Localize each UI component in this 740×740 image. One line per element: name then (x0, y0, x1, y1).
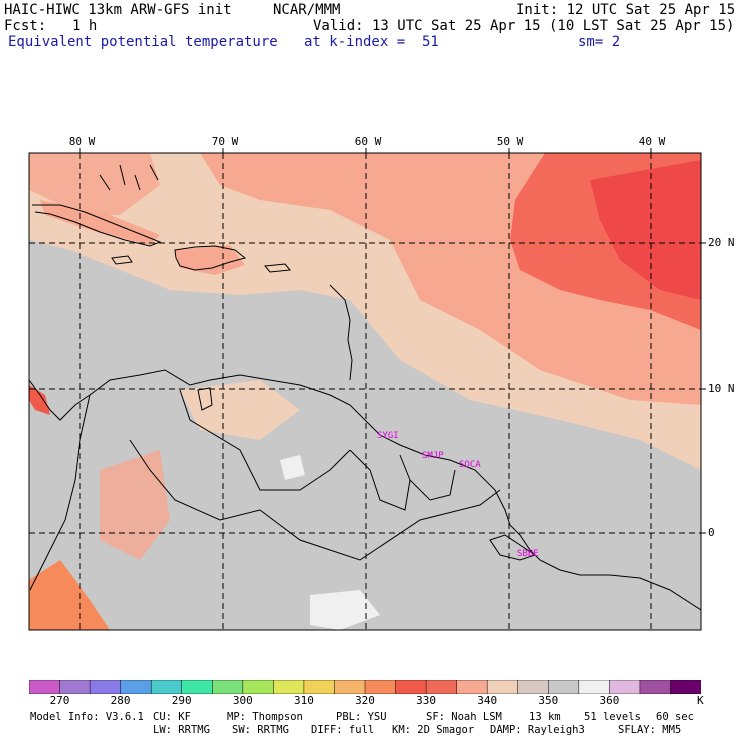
station-label-sygi: SYGI (377, 431, 399, 441)
colorbar-swatch (609, 680, 641, 694)
init-time: Init: 12 UTC Sat 25 Apr 15 (516, 2, 736, 18)
colorbar-swatch (486, 680, 519, 694)
model-info-sflay: SFLAY: MM5 (618, 724, 682, 736)
border-colombia (129, 439, 261, 521)
model-info-mp: MP: Thompson (227, 711, 303, 723)
colorbar-swatch (456, 680, 488, 694)
colorbar-swatch (364, 680, 397, 694)
colorbar-swatch (334, 680, 366, 694)
model-info-timestep: 60 sec (656, 711, 694, 723)
colorbar-swatch (273, 680, 305, 694)
organization-label: NCAR/MMM (273, 2, 341, 18)
colorbar-swatch (59, 680, 91, 694)
model-info-levels: 51 levels (584, 711, 641, 723)
colorbar (29, 680, 701, 694)
colorbar-tick-label: 310 (293, 694, 314, 707)
lake-maracaibo (197, 387, 213, 411)
lon-label-70w: 70 W (211, 135, 239, 148)
colorbar-swatch (517, 680, 550, 694)
field-patch-sw (29, 560, 110, 630)
coastline-west-sa (29, 394, 91, 591)
coastline-bahamas (99, 164, 159, 191)
colorbar-swatch (89, 680, 122, 694)
valid-time: Valid: 13 UTC Sat 25 Apr 15 (10 LST Sat … (313, 18, 735, 34)
colorbar-tick-label: 270 (49, 694, 70, 707)
model-info-version: Model Info: V3.6.1 (30, 711, 144, 723)
lon-label-60w: 60 W (354, 135, 382, 148)
colorbar-swatch (150, 680, 183, 694)
border-suriname (409, 469, 456, 501)
lat-label-20n: 20 N (708, 236, 735, 249)
colorbar-tick-label: 290 (171, 694, 192, 707)
lon-label-40w: 40 W (638, 135, 666, 148)
coastline-south-america (89, 369, 701, 611)
model-info-cu: CU: KF (153, 711, 191, 723)
colorbar-tick-label: 320 (355, 694, 375, 707)
field-patch-cuba (40, 200, 160, 245)
field-patch-hispaniola (175, 245, 245, 275)
model-info-diff: DIFF: full (311, 724, 375, 736)
coastline-marajo (489, 534, 537, 561)
field-patch-white-2 (280, 455, 305, 480)
colorbar-swatch (670, 680, 701, 694)
lon-label-50w: 50 W (496, 135, 524, 148)
coastline-central-america (29, 379, 91, 421)
model-info-pbl: PBL: YSU (336, 711, 387, 723)
station-label-soca: SOCA (459, 460, 481, 470)
colorbar-tick-label: 360 (599, 694, 620, 707)
model-info-km: KM: 2D Smagor (392, 724, 475, 736)
colorbar-swatch (303, 680, 336, 694)
coastline-puerto-rico (264, 263, 291, 273)
field-band-salmon-west (29, 153, 160, 215)
colorbar-swatch (639, 680, 672, 694)
forecast-label: Fcst: (4, 18, 47, 34)
station-label-sbbe: SBBE (517, 549, 539, 559)
field-patch-white-1 (310, 590, 380, 630)
field-band-dark-red (590, 160, 701, 300)
forecast-hour: 1 h (72, 18, 98, 34)
lat-label-10n: 10 N (708, 382, 735, 395)
border-brazil (259, 489, 501, 561)
model-info-sw: SW: RRTMG (232, 724, 289, 736)
field-patch-central-america (29, 385, 50, 415)
station-label-smjp: SMJP (422, 451, 444, 461)
model-title: HAIC-HIWC 13km ARW-GFS init (4, 2, 232, 18)
colorbar-swatch (181, 680, 214, 694)
colorbar-tick-label: 300 (232, 694, 253, 707)
map-frame (28, 152, 702, 631)
colorbar-swatch (425, 680, 458, 694)
colorbar-swatch (548, 680, 580, 694)
colorbar-tick-label: 340 (477, 694, 498, 707)
colorbar-swatch (578, 680, 611, 694)
border-guyana (349, 449, 411, 511)
field-name: Equivalent potential temperature (8, 34, 278, 50)
coastline-cuba (32, 204, 162, 247)
field-patch-venezuela (180, 380, 300, 440)
colorbar-tick-label: 280 (110, 694, 131, 707)
border-venezuela (179, 389, 351, 491)
lat-label-0: 0 (708, 526, 715, 539)
colorbar-unit: K (697, 694, 704, 707)
colorbar-tick-label: 350 (538, 694, 559, 707)
colorbar-swatch (395, 680, 427, 694)
lon-label-80w: 80 W (68, 135, 96, 148)
colorbar-swatch (212, 680, 244, 694)
coastline-jamaica (111, 255, 133, 265)
colorbar-swatch (120, 680, 152, 694)
model-info-lw: LW: RRTMG (153, 724, 210, 736)
model-info-sf: SF: Noah LSM (426, 711, 502, 723)
level-label: at k-index = 51 (304, 34, 439, 50)
coastline-lesser-antilles (329, 284, 353, 381)
coastline-hispaniola (174, 245, 247, 271)
colorbar-swatch (29, 680, 61, 694)
colorbar-swatch (242, 680, 275, 694)
model-info-damp: DAMP: Rayleigh3 (490, 724, 585, 736)
colorbar-tick-label: 330 (416, 694, 437, 707)
smoothing-label: sm= 2 (578, 34, 621, 50)
model-info-resolution: 13 km (529, 711, 561, 723)
